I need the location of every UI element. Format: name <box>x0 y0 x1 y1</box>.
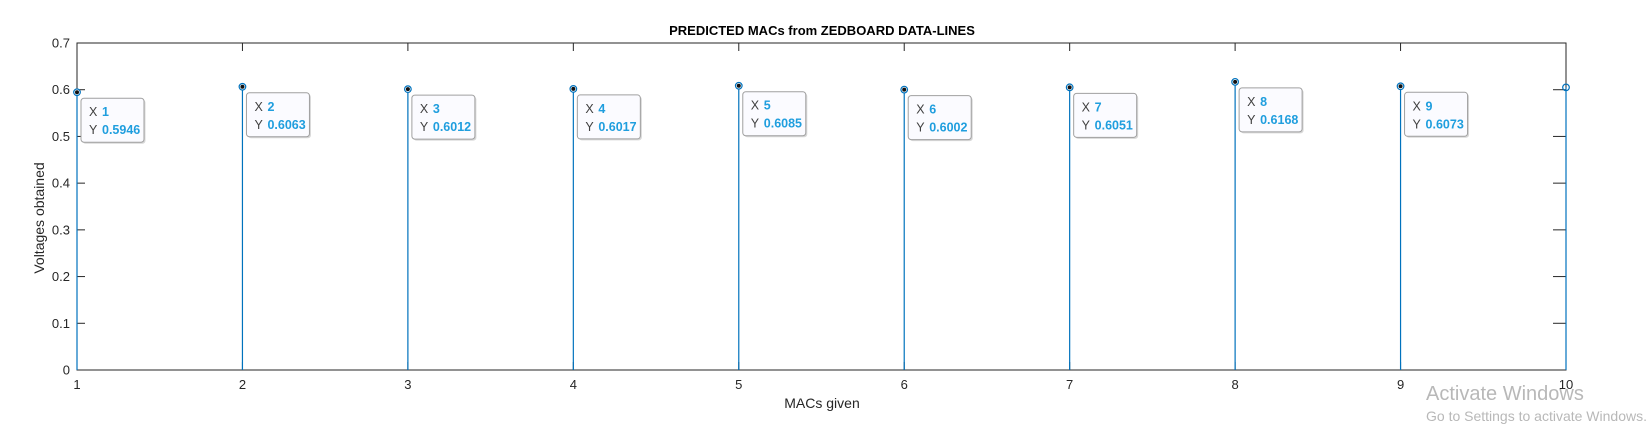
datatip-box <box>576 94 641 140</box>
datatip-x-value: 2 <box>267 100 274 114</box>
datatip-x-value: 7 <box>1095 100 1102 114</box>
datatip-x-value: 8 <box>1260 95 1267 109</box>
x-tick-label: 4 <box>570 377 577 392</box>
datatip-anchor <box>75 90 79 95</box>
datatip-x-label: X <box>585 102 594 116</box>
x-tick-label: 1 <box>73 377 80 392</box>
x-tick-label: 2 <box>239 377 246 392</box>
datatip-y-value: 0.6012 <box>433 120 471 134</box>
datatip-y-label: Y <box>585 120 594 134</box>
y-axis-label: Voltages obtained <box>31 162 47 273</box>
y-tick-label: 0.4 <box>52 176 70 191</box>
datatip-y-value: 0.6085 <box>764 117 802 131</box>
datatip-box <box>411 94 476 140</box>
datatip[interactable]: X 4Y 0.6017 <box>576 94 642 141</box>
y-tick-label: 0.1 <box>52 316 70 331</box>
stem-series <box>73 77 1570 370</box>
datatip[interactable]: X 7Y 0.6051 <box>1073 92 1139 139</box>
datatip-y-value: 0.6017 <box>598 120 636 134</box>
x-tick-label: 8 <box>1231 377 1238 392</box>
datatip-box <box>1238 87 1303 133</box>
datatip-anchor <box>1398 84 1403 89</box>
chart-title: PREDICTED MACs from ZEDBOARD DATA-LINES <box>669 23 975 38</box>
datatip-y-label: Y <box>916 121 925 135</box>
datatip-x-value: 9 <box>1426 99 1433 113</box>
stem-marker[interactable] <box>1562 83 1570 92</box>
datatip-anchor <box>1067 85 1072 90</box>
datatip-y-label: Y <box>89 123 98 137</box>
x-axis-label: MACs given <box>784 395 859 411</box>
plot-area <box>76 42 1567 371</box>
y-tick-label: 0.7 <box>52 36 70 51</box>
datatip-x-value: 3 <box>433 102 440 116</box>
datatip[interactable]: X 2Y 0.6063 <box>245 92 311 139</box>
datatip-x-label: X <box>1413 99 1422 113</box>
datatip-x-label: X <box>1247 95 1256 109</box>
y-tick-label: 0 <box>63 363 70 378</box>
datatip-y-label: Y <box>751 117 760 131</box>
y-tick-label: 0.5 <box>52 129 70 144</box>
datatip-y-value: 0.6002 <box>929 121 967 135</box>
y-tick-label: 0.6 <box>52 82 70 97</box>
datatip-anchor <box>1233 79 1238 84</box>
datatip-y-value: 0.6073 <box>1426 117 1464 131</box>
datatip[interactable]: X 3Y 0.6012 <box>411 94 477 141</box>
datatip-box <box>907 95 972 141</box>
datatip[interactable]: X 9Y 0.6073 <box>1404 91 1470 138</box>
datatip-x-label: X <box>1082 100 1091 114</box>
x-tick-label: 9 <box>1397 377 1404 392</box>
datatip-box <box>80 97 145 143</box>
datatip-x-value: 6 <box>929 103 936 117</box>
datatip-x-label: X <box>916 103 925 117</box>
datatip-box <box>1073 92 1138 138</box>
datatip-anchor <box>902 87 907 92</box>
datatip[interactable]: X 6Y 0.6002 <box>907 95 973 142</box>
datatip-y-label: Y <box>254 118 263 132</box>
datatip-x-label: X <box>420 102 429 116</box>
datatip[interactable]: X 8Y 0.6168 <box>1238 87 1304 134</box>
datatip-x-label: X <box>254 100 263 114</box>
datatip-y-value: 0.6063 <box>267 118 305 132</box>
datatip-y-value: 0.5946 <box>102 123 140 137</box>
datatip-x-value: 4 <box>598 102 605 116</box>
datatip-anchor <box>240 84 245 89</box>
y-tick-label: 0.2 <box>52 269 70 284</box>
x-tick-label: 10 <box>1559 377 1573 392</box>
x-tick-label: 3 <box>404 377 411 392</box>
datatip-box <box>742 91 807 137</box>
datatip-x-value: 1 <box>102 105 109 119</box>
datatip-box <box>245 92 310 138</box>
datatip-y-label: Y <box>1082 118 1091 132</box>
y-axis-ticks: 0 0.1 0.2 0.3 0.4 0.5 0.6 0.7 <box>52 36 1566 378</box>
x-tick-label: 7 <box>1066 377 1073 392</box>
datatip[interactable]: X 5Y 0.6085 <box>742 91 808 138</box>
datatip-anchor <box>405 87 410 92</box>
datatip-x-label: X <box>89 105 98 119</box>
datatip-box <box>1404 91 1469 137</box>
datatip-anchor <box>736 83 741 88</box>
datatip-x-label: X <box>751 99 760 113</box>
y-tick-label: 0.3 <box>52 222 70 237</box>
datatip-y-value: 0.6051 <box>1095 118 1133 132</box>
datatip-y-label: Y <box>1247 113 1256 127</box>
datatip-y-value: 0.6168 <box>1260 113 1298 127</box>
datatip[interactable]: X 1Y 0.5946 <box>80 97 146 144</box>
datatip-x-value: 5 <box>764 99 771 113</box>
x-tick-label: 5 <box>735 377 742 392</box>
datatip-anchor <box>571 86 576 91</box>
x-tick-label: 6 <box>901 377 908 392</box>
datatip-y-label: Y <box>420 120 429 134</box>
datatip-y-label: Y <box>1413 117 1422 131</box>
